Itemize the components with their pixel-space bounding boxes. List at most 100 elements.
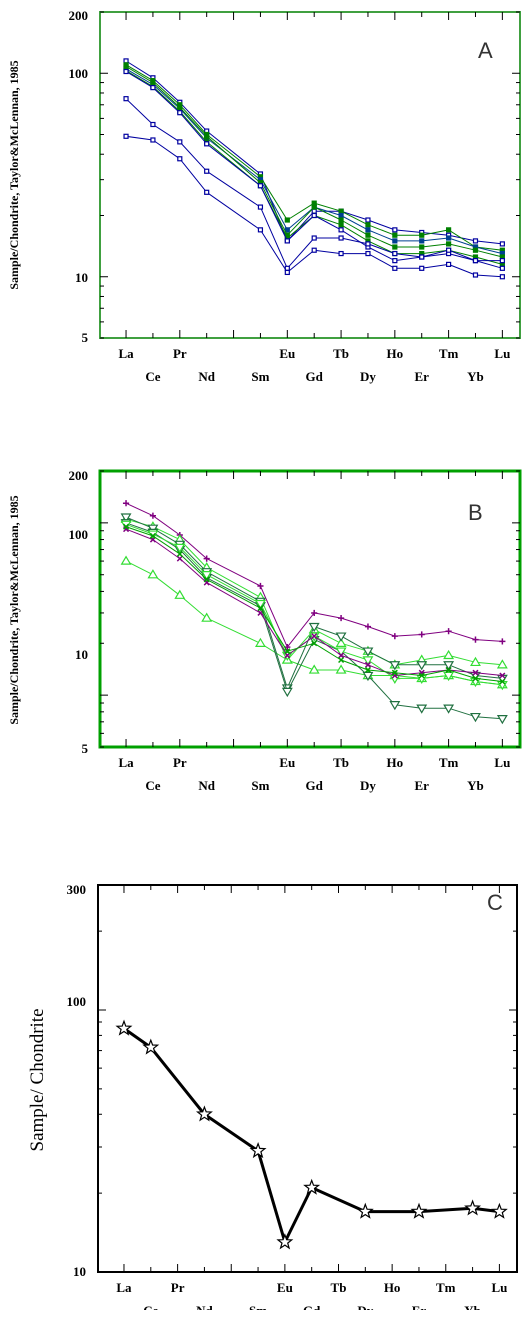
y-tick-label: 5 (82, 330, 89, 345)
data-point (150, 137, 156, 143)
data-point (147, 569, 159, 579)
data-point (338, 222, 344, 228)
y-axis-ticks (100, 470, 520, 748)
data-point (392, 265, 398, 271)
data-point (249, 1141, 267, 1159)
data-point (499, 258, 505, 264)
data-point (177, 139, 183, 145)
data-point (257, 227, 264, 233)
data-point (364, 666, 371, 673)
data-point (362, 656, 374, 666)
x-tick-label: Sm (251, 369, 269, 384)
data-point (391, 633, 398, 640)
data-point (203, 555, 210, 562)
x-tick-label: Eu (279, 755, 295, 770)
data-point (201, 571, 213, 581)
data-point (257, 605, 264, 612)
x-tick-label: Pr (173, 755, 187, 770)
series-line (125, 66, 503, 258)
y-tick-label: 300 (67, 882, 87, 897)
data-point (499, 672, 506, 679)
data-point (472, 258, 479, 264)
data-point (204, 168, 210, 174)
plot-frame (99, 11, 521, 339)
data-point (446, 227, 452, 233)
x-tick-label: Sm (249, 1303, 267, 1310)
series-line (125, 516, 503, 689)
data-point (311, 247, 317, 253)
data-point (120, 513, 132, 523)
data-point (499, 265, 505, 271)
data-point (174, 589, 186, 599)
panel-label: B (468, 500, 483, 525)
series-line (125, 64, 503, 251)
data-point (472, 272, 479, 278)
data-point (150, 79, 156, 86)
series-line (125, 70, 503, 265)
data-point (338, 656, 345, 664)
plot-frame (98, 469, 522, 749)
data-point (419, 244, 425, 250)
data-point (311, 235, 317, 241)
data-point (389, 661, 401, 671)
x-tick-label: Gd (303, 1303, 321, 1310)
x-axis-ticks (123, 885, 500, 1272)
x-tick-label: Er (414, 369, 429, 384)
y-axis-label: Sample/Chondrite, Taylor&McLennan, 1985 (7, 495, 21, 724)
data-point (338, 652, 345, 659)
data-point (338, 250, 344, 257)
series-line (125, 68, 503, 255)
x-tick-label: Lu (494, 346, 510, 361)
x-tick-label: La (118, 755, 134, 770)
data-point (446, 261, 452, 267)
data-point (470, 712, 481, 723)
x-tick-label: Tb (333, 346, 349, 361)
data-point (445, 628, 452, 635)
data-point (499, 241, 505, 247)
data-point (303, 1178, 321, 1195)
data-point (276, 1233, 294, 1250)
data-point (150, 121, 156, 128)
data-point (203, 576, 210, 583)
data-point (446, 247, 452, 253)
y-tick-label: 10 (75, 647, 88, 662)
x-tick-label: Ce (143, 1303, 158, 1310)
data-point (338, 217, 344, 223)
x-tick-label: Tb (331, 1280, 347, 1295)
data-point (254, 637, 266, 647)
data-point (472, 238, 479, 244)
panel-label: A (478, 38, 493, 63)
x-tick-label: Dy (360, 369, 376, 384)
data-point (464, 1199, 482, 1216)
data-point (446, 235, 452, 241)
x-tick-label: Yb (467, 778, 484, 793)
data-point (389, 701, 401, 711)
data-point (419, 238, 425, 244)
data-point (419, 265, 425, 271)
y-tick-label: 200 (69, 8, 89, 23)
data-point (470, 656, 481, 667)
series-line (125, 528, 503, 676)
panel-label: C (487, 890, 503, 915)
chart-c: 300 100 10 La Pr Eu Tb Ho Tm Lu Ce Nd Sm Gd Dy Er Yb Samp… (27, 882, 518, 1310)
data-point (365, 227, 371, 233)
data-point (364, 661, 371, 668)
x-tick-label: Ho (387, 346, 404, 361)
data-point (365, 250, 371, 257)
x-tick-label: Eu (279, 346, 295, 361)
y-tick-label: 5 (82, 741, 89, 756)
data-point (443, 671, 455, 682)
chart-a: 200 100 10 5 La Pr Eu Tb Ho Tm Lu Ce Nd Sm Gd Dy Er Yb Sam… (7, 8, 521, 384)
y-axis-label: Sample/ Chondrite (27, 1008, 48, 1151)
data-point (365, 222, 371, 228)
x-tick-label: Tm (439, 755, 459, 770)
data-point (257, 183, 264, 189)
data-point (496, 659, 508, 669)
data-point (123, 63, 129, 70)
x-tick-label: La (116, 1280, 132, 1295)
data-point (499, 274, 505, 280)
data-point (115, 1019, 133, 1036)
data-point (123, 523, 130, 530)
data-point (418, 631, 425, 638)
data-point (311, 633, 318, 640)
